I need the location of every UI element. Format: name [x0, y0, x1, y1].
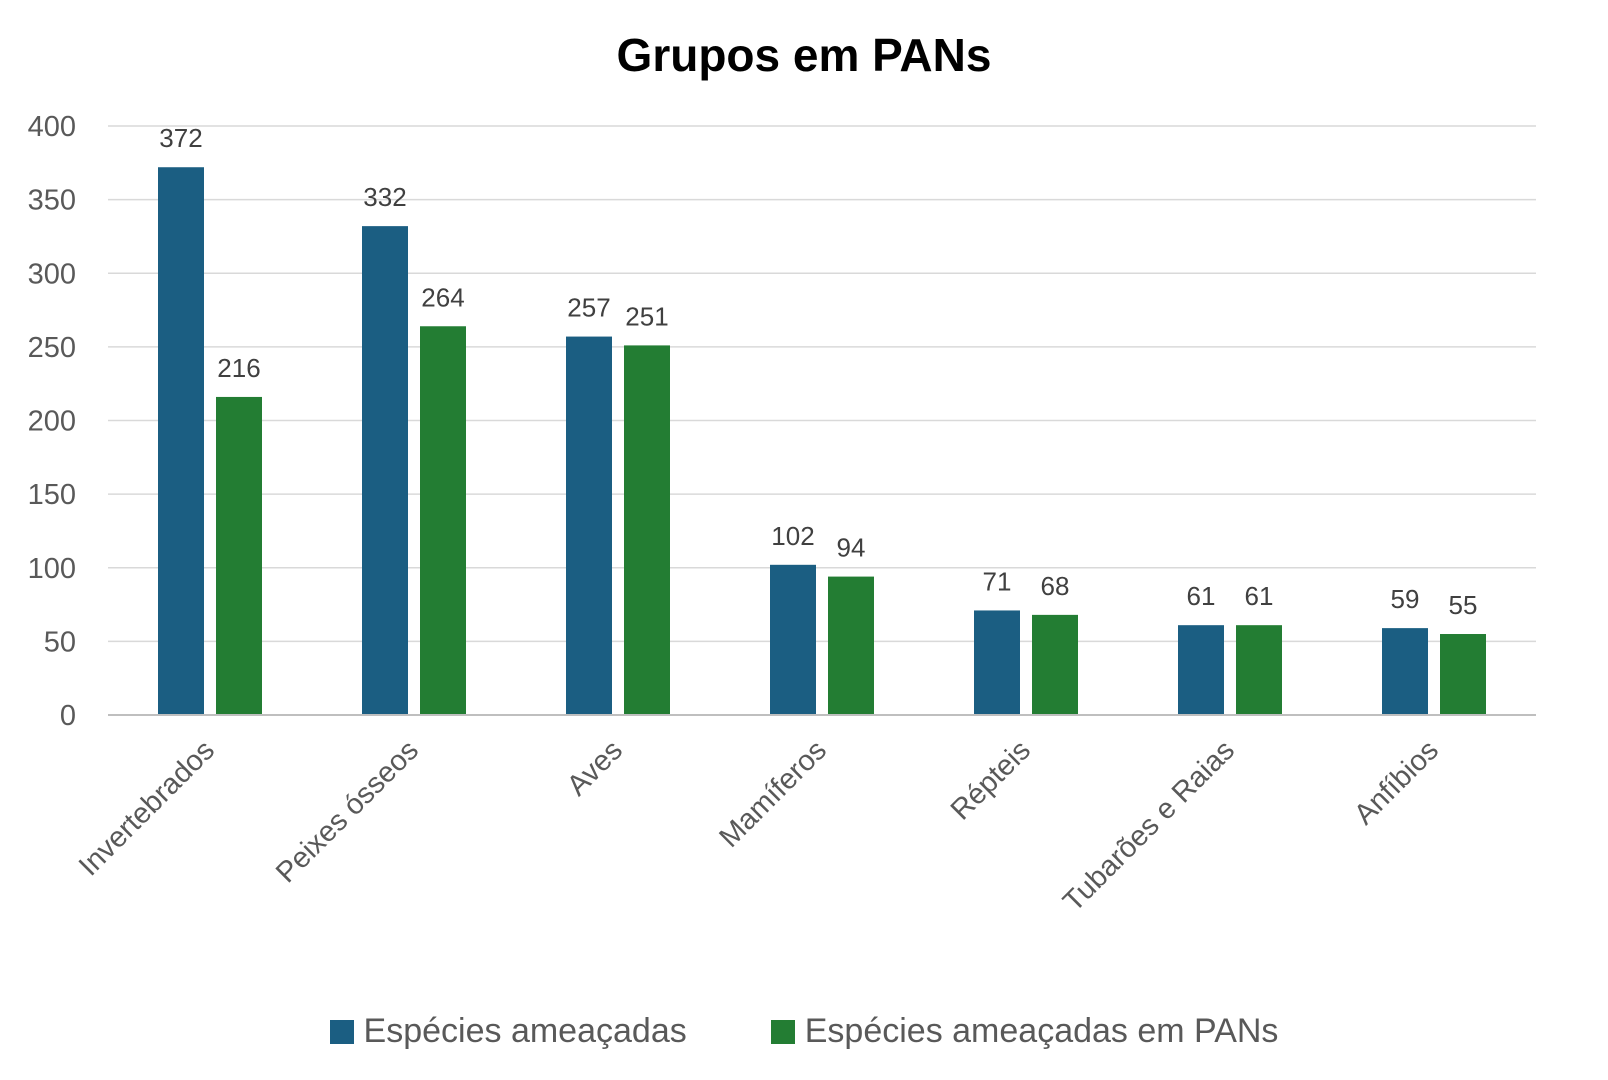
y-tick-label: 150 — [28, 479, 76, 511]
data-labels: 372 216 332 264 257 251 102 94 71 68 61 61 59 55 — [159, 123, 1477, 620]
y-tick-label: 50 — [44, 626, 76, 658]
y-tick-label: 100 — [28, 553, 76, 585]
legend-item-threatened-in-pans: Espécies ameaçadas em PANs — [770, 1012, 1279, 1051]
legend: Espécies ameaçadas Espécies ameaçadas em… — [0, 1012, 1608, 1051]
legend-label-threatened-in-pans: Espécies ameaçadas em PANs — [804, 1012, 1279, 1050]
y-tick-label: 300 — [28, 258, 76, 290]
bar — [216, 396, 262, 715]
bar — [1440, 634, 1486, 715]
bar — [770, 564, 816, 715]
data-label: 59 — [1391, 584, 1420, 614]
data-label: 257 — [567, 293, 610, 323]
legend-item-threatened: Espécies ameaçadas — [329, 1012, 687, 1051]
x-category-label: Mamíferos — [713, 734, 832, 853]
data-label: 71 — [983, 566, 1012, 596]
x-category-label: Répteis — [945, 734, 1037, 826]
legend-swatch-threatened-in-pans — [770, 1019, 795, 1044]
x-category-label: Aves — [561, 734, 629, 802]
data-label: 264 — [421, 282, 464, 312]
bar — [828, 576, 874, 715]
bars — [158, 167, 1486, 716]
gridlines — [108, 125, 1536, 643]
bar — [974, 610, 1020, 715]
data-label: 216 — [217, 353, 260, 383]
y-tick-label: 400 — [28, 111, 76, 143]
data-label: 55 — [1449, 590, 1478, 620]
data-label: 332 — [363, 182, 406, 212]
chart-title: Grupos em PANs — [616, 29, 992, 81]
data-label: 94 — [837, 533, 866, 563]
bar — [1032, 614, 1078, 715]
bar — [158, 167, 204, 716]
data-label: 372 — [159, 123, 202, 153]
bar — [1236, 625, 1282, 715]
y-tick-label: 350 — [28, 185, 76, 217]
y-tick-label: 250 — [28, 332, 76, 364]
data-label: 61 — [1245, 581, 1274, 611]
x-category-label: Invertebrados — [73, 734, 221, 882]
y-axis-ticks: 0 50 100 150 200 250 300 350 400 — [28, 111, 76, 732]
legend-label-threatened: Espécies ameaçadas — [363, 1012, 687, 1050]
data-label: 61 — [1187, 581, 1216, 611]
bar — [566, 336, 612, 715]
x-category-label: Peixes ósseos — [270, 734, 425, 889]
legend-swatch-threatened — [329, 1019, 354, 1044]
bar — [1382, 628, 1428, 715]
data-label: 251 — [625, 301, 668, 331]
x-axis-categories: Invertebrados Peixes ósseos Aves Mamíferos R… — [73, 734, 1445, 918]
bar — [420, 326, 466, 715]
data-label: 102 — [771, 521, 814, 551]
bar — [362, 226, 408, 715]
x-category-label: Anfíbios — [1348, 734, 1445, 831]
data-label: 68 — [1041, 571, 1070, 601]
x-category-label: Tubarões e Raias — [1057, 734, 1241, 918]
y-tick-label: 0 — [60, 700, 76, 732]
bar — [624, 345, 670, 715]
bar — [1178, 625, 1224, 715]
y-tick-label: 200 — [28, 406, 76, 438]
